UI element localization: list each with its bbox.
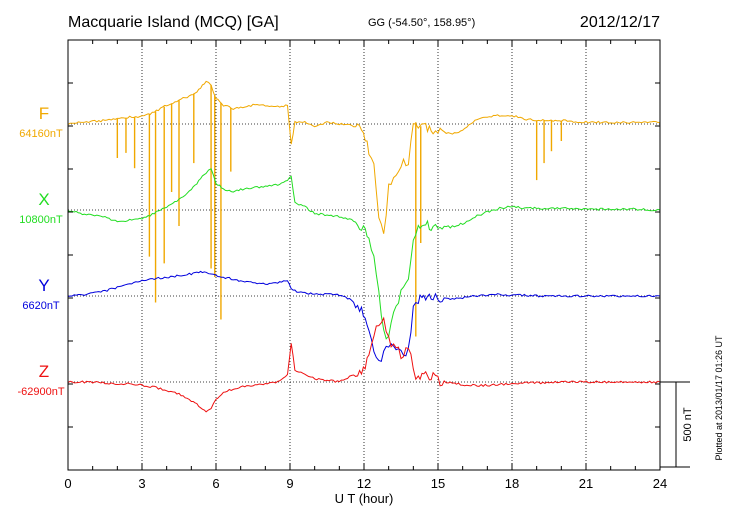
plot-date: 2012/12/17	[580, 14, 660, 31]
scale-bar-label: 500 nT	[682, 407, 694, 442]
x-tick-label: 6	[212, 476, 219, 491]
series-name-x: X	[38, 190, 49, 209]
x-tick-label: 12	[357, 476, 371, 491]
series-labels: F 64160nT X 10800nT Y 6620nT Z -62900nT	[17, 104, 64, 398]
x-tick-label: 15	[431, 476, 445, 491]
axis-ticks: 0 3 6 9 12 15 18 21 24	[64, 40, 667, 491]
series-name-f: F	[39, 104, 49, 123]
x-tick-label: 0	[64, 476, 71, 491]
series-line-z	[67, 316, 661, 413]
geographic-coordinates: GG (-54.50°, 158.95°)	[368, 17, 475, 29]
traces-layer	[67, 80, 661, 413]
series-name-z: Z	[39, 362, 49, 381]
x-tick-label: 21	[579, 476, 593, 491]
station-title: Macquarie Island (MCQ) [GA]	[68, 14, 279, 31]
x-tick-label: 3	[138, 476, 145, 491]
series-line-x	[67, 168, 661, 340]
plot-frame	[67, 39, 661, 471]
series-baseline-value-z: -62900nT	[17, 386, 64, 398]
plotted-timestamp: Plotted at 2013/01/17 01:26 UT	[714, 335, 724, 461]
series-line-y	[67, 270, 661, 362]
series-baseline-value-f: 64160nT	[19, 128, 63, 140]
x-tick-label: 24	[653, 476, 667, 491]
series-name-y: Y	[38, 276, 49, 295]
scale-bar: 500 nT	[660, 381, 694, 468]
x-tick-label: 18	[505, 476, 519, 491]
series-baseline-value-y: 6620nT	[22, 300, 60, 312]
grid-lines	[68, 40, 660, 470]
x-axis-label: U T (hour)	[335, 491, 394, 506]
x-tick-label: 9	[286, 476, 293, 491]
series-baseline-value-x: 10800nT	[19, 214, 63, 226]
